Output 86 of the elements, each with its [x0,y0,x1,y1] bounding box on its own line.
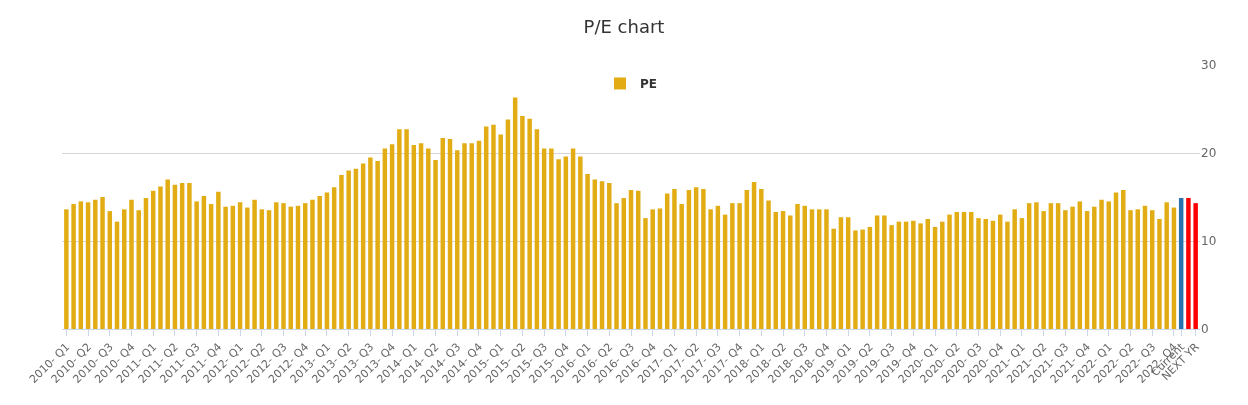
bar [252,199,257,329]
bar [223,206,228,329]
bar [831,228,836,329]
bar [397,129,402,329]
bar [281,203,286,329]
bar [346,170,351,329]
bar [824,209,829,329]
bar [462,143,467,329]
bar [158,186,163,329]
bar [527,118,532,329]
bar [1063,210,1068,329]
bar [339,175,344,329]
bar [1034,202,1039,329]
bar [1121,189,1126,329]
bar [64,209,69,329]
bar [136,210,141,329]
bar [498,134,503,329]
bar [940,221,945,329]
bar [737,203,742,329]
bar [122,209,127,329]
bar [455,150,460,329]
bar [853,230,858,329]
bar [607,182,612,329]
bar [310,199,315,329]
bar [889,225,894,329]
bar [194,201,199,329]
bar [882,215,887,329]
bar [911,220,916,329]
bar [1099,199,1104,329]
bar [556,159,561,329]
bar [426,148,431,329]
bar [983,219,988,329]
y-tick-label: 10 [1201,234,1217,249]
bar [976,218,981,329]
bar [643,218,648,329]
bar [1092,206,1097,329]
bar [614,203,619,329]
bar [491,124,496,329]
bar [100,197,105,329]
bar [1186,197,1191,329]
bar [585,174,590,329]
y-tick-label: 0 [1201,322,1209,337]
bar [1077,201,1083,329]
bar [404,129,409,329]
bar [672,189,677,329]
bar [1128,210,1133,329]
bar [1012,209,1017,329]
bar [730,203,735,329]
bar [317,196,322,329]
y-tick-label: 20 [1201,146,1217,161]
bar [549,148,554,329]
bar [701,189,706,329]
bar [1005,221,1010,329]
bar [1164,202,1169,329]
bar [679,204,684,329]
bar [1070,206,1075,329]
bar [809,209,815,329]
bar [860,229,865,329]
bar [187,182,192,329]
bar [469,143,474,329]
bar [165,179,170,329]
bar [1041,211,1046,329]
bar [650,209,655,329]
bar [245,207,250,329]
bar [520,116,525,329]
legend-label: PE [640,77,657,92]
bar [93,199,98,329]
bar [216,191,221,329]
bar [71,204,76,329]
chart-title: P/E chart [583,15,665,37]
bar [578,156,583,329]
bar [759,189,764,329]
bar [795,204,800,329]
bar [708,209,713,329]
bar [947,214,952,329]
bar [375,160,380,329]
y-tick-label: 30 [1201,58,1217,73]
bar [368,157,373,329]
bar [274,202,279,329]
bar [918,223,923,329]
bar [766,200,771,329]
bar [129,199,134,329]
bar [433,160,438,329]
bar [788,215,793,329]
bar [1157,219,1162,329]
bar [1193,203,1198,329]
